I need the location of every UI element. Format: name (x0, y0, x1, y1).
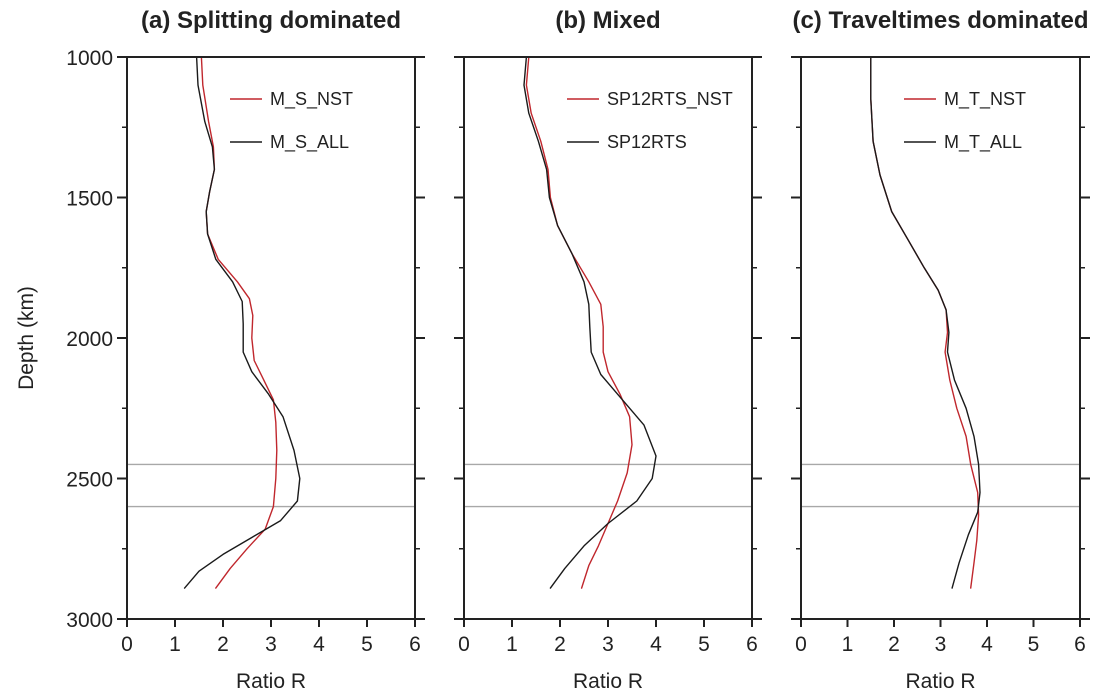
x-tick-label: 5 (1028, 633, 1040, 656)
series-line-1 (525, 56, 633, 589)
legend-label-1: SP12RTS_NST (607, 89, 733, 110)
y-axis-label: Depth (km) (15, 286, 38, 390)
x-tick-label: 3 (602, 633, 614, 656)
x-tick-label: 2 (888, 633, 900, 656)
x-tick-label: 5 (698, 633, 710, 656)
x-axis-label: Ratio R (905, 670, 975, 693)
x-tick-label: 3 (265, 633, 277, 656)
x-tick-label: 0 (121, 633, 133, 656)
x-axis-label: Ratio R (236, 670, 306, 693)
x-tick-label: 4 (981, 633, 993, 656)
legend-label-1: M_S_NST (270, 89, 353, 110)
x-tick-label: 1 (842, 633, 854, 656)
panel-title: (a) Splitting dominated (141, 7, 401, 34)
panel-title: (b) Mixed (555, 7, 660, 34)
panel-2: 0 1 2 3 4 5 6 (b) Mixed Ratio R SP12RTS_NST SP12RT… (454, 7, 762, 693)
y-tick-label: 3000 (66, 609, 113, 632)
series-line-1 (200, 56, 278, 589)
series-line-2 (183, 56, 301, 589)
x-tick-label: 5 (361, 633, 373, 656)
series-line-2 (870, 56, 981, 589)
x-tick-label: 6 (409, 633, 421, 656)
y-tick-label: 2000 (66, 328, 113, 351)
legend-label-2: M_S_ALL (270, 132, 349, 153)
plot-frame (800, 56, 1081, 620)
x-axis-label: Ratio R (573, 670, 643, 693)
x-tick-label: 2 (217, 633, 229, 656)
x-tick-label: 6 (746, 633, 758, 656)
x-tick-label: 0 (795, 633, 807, 656)
x-tick-label: 4 (313, 633, 325, 656)
y-tick-label: 2500 (66, 469, 113, 492)
x-tick-label: 1 (506, 633, 518, 656)
x-tick-label: 4 (650, 633, 662, 656)
x-tick-label: 2 (554, 633, 566, 656)
y-tick-label: 1500 (66, 188, 113, 211)
x-tick-label: 0 (458, 633, 470, 656)
x-tick-label: 3 (935, 633, 947, 656)
legend-label-2: M_T_ALL (944, 132, 1022, 153)
panel-1: 0 1 2 3 4 5 6 1000 1500 2000 2500 3000 (a) Splitting… (15, 7, 425, 693)
x-tick-label: 6 (1074, 633, 1086, 656)
legend-label-1: M_T_NST (944, 89, 1026, 110)
y-tick-label: 1000 (66, 47, 113, 70)
legend-label-2: SP12RTS (607, 132, 687, 152)
panel-3: 0 1 2 3 4 5 6 (c) Traveltimes dominated Ratio R M… (791, 7, 1090, 693)
panel-title: (c) Traveltimes dominated (792, 7, 1088, 34)
x-tick-label: 1 (169, 633, 181, 656)
series-line-2 (523, 56, 657, 589)
